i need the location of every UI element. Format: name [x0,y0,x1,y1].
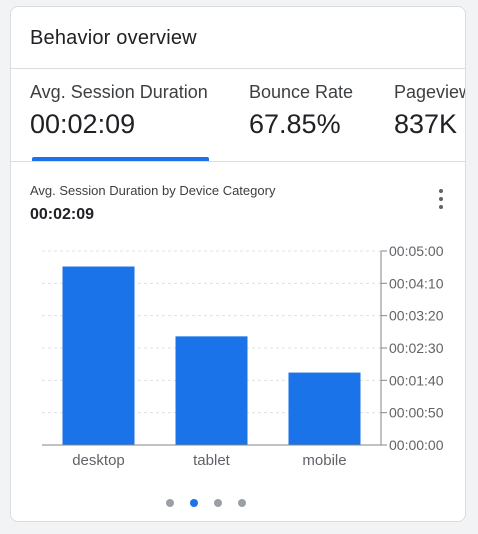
x-tick-label: tablet [193,452,231,469]
bar-tablet[interactable] [175,336,248,445]
y-tick-label: 00:00:00 [389,437,444,453]
page-dot-2[interactable] [190,499,198,507]
metric-label: Pageviews [394,82,465,102]
y-tick-label: 00:00:50 [389,405,444,421]
metric-label: Avg. Session Duration [30,82,208,102]
metric-value: 67.85% [249,109,341,139]
y-tick-label: 00:05:00 [389,243,444,259]
page-dot-3[interactable] [214,499,222,507]
y-tick-label: 00:04:10 [389,275,444,291]
chart-title: Avg. Session Duration by Device Category [30,183,276,198]
y-tick-label: 00:01:40 [389,372,444,388]
menu-dot [439,189,443,193]
bar-mobile[interactable] [288,372,361,445]
divider [11,68,465,69]
menu-dot [439,197,443,201]
menu-dot [439,205,443,209]
x-tick-label: desktop [72,452,125,469]
metric-tab-pageviews[interactable]: Pageviews 837K [394,69,465,161]
more-vert-icon[interactable] [431,184,451,214]
selected-tab-indicator [32,157,209,161]
bar-desktop[interactable] [62,266,135,445]
divider [11,161,465,162]
metric-label: Bounce Rate [249,82,354,102]
y-tick-label: 00:02:30 [389,340,444,356]
page-dot-4[interactable] [238,499,246,507]
metric-tabs: Avg. Session Duration 00:02:09 Bounce Ra… [11,69,465,161]
metric-tab-avg-session-duration[interactable]: Avg. Session Duration 00:02:09 [30,69,245,161]
chart-summary-value: 00:02:09 [30,206,95,223]
metric-value: 00:02:09 [30,109,136,139]
pagination-dots [11,495,465,511]
y-tick-label: 00:03:20 [389,308,444,324]
metric-value: 837K [394,109,458,139]
card-title: Behavior overview [30,27,197,49]
page-dot-1[interactable] [166,499,174,507]
metric-tab-bounce-rate[interactable]: Bounce Rate 67.85% [249,69,389,161]
bar-chart: 00:00:00 00:00:50 00:01:40 00:02:30 00:03:20… [42,243,444,469]
behavior-overview-card: Behavior overview Avg. Session Duration … [10,6,466,522]
x-tick-label: mobile [302,452,346,469]
